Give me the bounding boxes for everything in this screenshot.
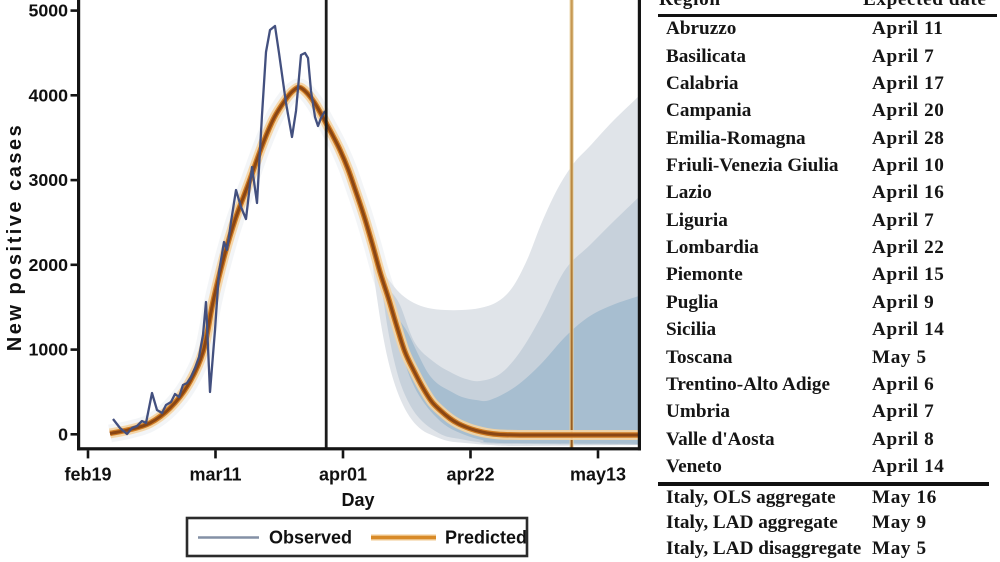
svg-text:0: 0 — [58, 424, 68, 444]
svg-text:mar11: mar11 — [189, 465, 241, 485]
svg-text:4000: 4000 — [28, 85, 68, 105]
svg-text:3000: 3000 — [28, 170, 68, 190]
svg-text:5000: 5000 — [28, 1, 68, 21]
svg-text:New positive cases: New positive cases — [4, 123, 26, 351]
svg-text:may13: may13 — [570, 465, 626, 485]
svg-text:apr01: apr01 — [319, 465, 367, 485]
svg-text:Day: Day — [341, 490, 374, 510]
svg-text:apr22: apr22 — [446, 465, 494, 485]
svg-text:Predicted: Predicted — [445, 528, 527, 548]
svg-text:1000: 1000 — [28, 340, 68, 360]
svg-text:2000: 2000 — [28, 255, 68, 275]
svg-text:feb19: feb19 — [64, 465, 111, 485]
svg-text:Observed: Observed — [269, 528, 352, 548]
